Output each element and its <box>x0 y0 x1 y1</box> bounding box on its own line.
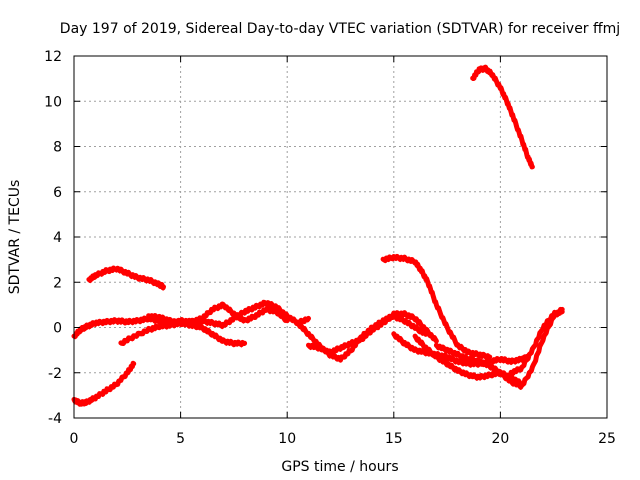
y-tick-label: -2 <box>48 366 62 382</box>
x-tick-label: 0 <box>70 431 79 447</box>
axis-ticks: 0 5 10 15 20 25 -4 -2 0 2 4 6 8 10 12 <box>44 49 616 447</box>
data-series-s7-texture <box>307 313 438 356</box>
data-series-s13-texture <box>471 68 534 170</box>
x-axis-label: GPS time / hours <box>281 459 398 475</box>
data-series-s5-texture <box>147 305 288 328</box>
data-series-s5 <box>146 301 290 327</box>
y-tick-label: 6 <box>53 185 62 201</box>
y-tick-label: 4 <box>53 230 62 246</box>
data-series-s12 <box>508 308 565 376</box>
x-tick-label: 10 <box>278 431 296 447</box>
y-tick-label: 12 <box>44 49 62 65</box>
data-series-s7 <box>306 310 439 356</box>
y-tick-label: -4 <box>48 411 62 427</box>
data-series-s8-texture <box>393 335 529 368</box>
data-series-s1-texture <box>88 269 165 291</box>
x-tick-label: 20 <box>491 431 509 447</box>
data-series-s13 <box>470 64 535 170</box>
data-series-s8 <box>391 331 531 368</box>
x-tick-label: 25 <box>598 431 616 447</box>
data-series-s2 <box>71 360 137 407</box>
data-series-s12-texture <box>510 312 563 376</box>
data-series-s11 <box>433 306 565 390</box>
grid <box>74 56 607 418</box>
y-tick-label: 10 <box>44 94 62 110</box>
y-tick-label: 2 <box>53 275 62 291</box>
data-series-s11-texture <box>435 310 563 390</box>
x-tick-label: 15 <box>385 431 403 447</box>
y-tick-label: 0 <box>53 321 62 337</box>
data-series-s9 <box>380 253 493 361</box>
data-series-s9-texture <box>382 257 491 361</box>
y-tick-label: 8 <box>53 140 62 156</box>
data-series-layer <box>71 64 565 408</box>
x-tick-label: 5 <box>176 431 185 447</box>
data-series-s1 <box>86 265 166 291</box>
chart-title: Day 197 of 2019, Sidereal Day-to-day VTE… <box>60 21 620 37</box>
data-series-s2-texture <box>73 364 135 408</box>
y-axis-label: SDTVAR / TECUs <box>7 180 23 295</box>
